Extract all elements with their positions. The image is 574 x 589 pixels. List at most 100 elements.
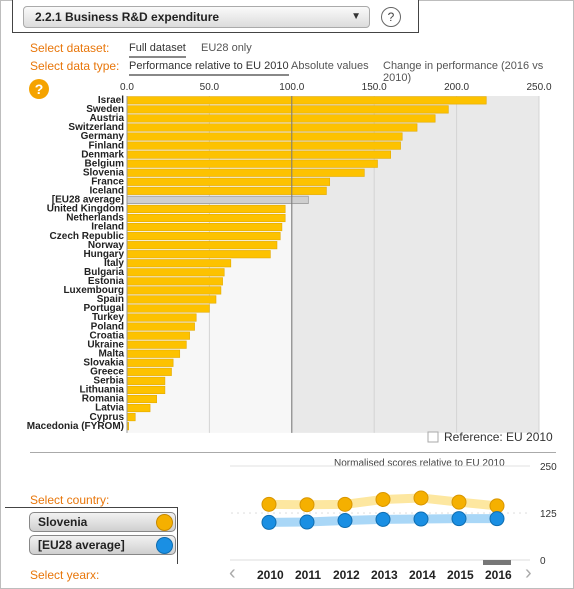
series-point bbox=[337, 496, 353, 512]
help-orange-icon[interactable]: ? bbox=[29, 79, 49, 99]
grid-dot bbox=[513, 512, 515, 514]
series-point bbox=[299, 497, 315, 513]
series-dot-icon bbox=[156, 537, 173, 554]
category-label: Slovenia bbox=[83, 167, 125, 178]
category-label: Lithuania bbox=[80, 385, 125, 396]
category-label: Hungary bbox=[83, 249, 124, 260]
grid-dot bbox=[249, 512, 251, 514]
x-tick-label: 0.0 bbox=[120, 82, 134, 93]
indicator-panel: 2.2.1 Business R&D expenditure ▼ ? bbox=[12, 0, 419, 33]
category-label: Malta bbox=[98, 348, 124, 359]
y-tick-label: 0 bbox=[540, 556, 546, 567]
category-label: Macedonia (FYROM) bbox=[27, 421, 124, 432]
category-label: [EU28 average] bbox=[52, 195, 124, 206]
chevron-right-icon[interactable]: › bbox=[525, 562, 532, 584]
grid-dot bbox=[435, 512, 437, 514]
select-year-label: Select yearx: bbox=[30, 568, 100, 582]
x-tick-label: 100.0 bbox=[279, 82, 304, 93]
category-label: Greece bbox=[90, 367, 124, 378]
category-label: Germany bbox=[81, 131, 125, 142]
chevron-left-icon[interactable]: ‹ bbox=[229, 562, 236, 584]
grid-dot bbox=[309, 512, 311, 514]
category-label: Denmark bbox=[81, 149, 124, 160]
dataset-option-eu28[interactable]: EU28 only bbox=[201, 42, 252, 54]
grid-dot bbox=[507, 512, 509, 514]
grid-dot bbox=[519, 512, 521, 514]
category-label: Spain bbox=[97, 294, 124, 305]
series-point bbox=[489, 498, 505, 514]
y-tick-label: 125 bbox=[540, 509, 557, 520]
year-2014[interactable]: 2014 bbox=[409, 568, 436, 582]
series-point bbox=[413, 490, 429, 506]
category-label: Czech Republic bbox=[50, 231, 125, 242]
grid-dot bbox=[429, 512, 431, 514]
category-label: Romania bbox=[82, 394, 125, 405]
series-point bbox=[337, 513, 353, 529]
country-name: Slovenia bbox=[38, 515, 88, 529]
grid-dot bbox=[357, 512, 359, 514]
year-2010[interactable]: 2010 bbox=[257, 568, 284, 582]
year-2013[interactable]: 2013 bbox=[371, 568, 398, 582]
year-2011[interactable]: 2011 bbox=[295, 568, 322, 582]
category-label: Belgium bbox=[85, 158, 125, 169]
series-point bbox=[451, 511, 467, 527]
category-label: Netherlands bbox=[66, 213, 124, 224]
grid-dot bbox=[333, 512, 335, 514]
category-label: Portugal bbox=[83, 303, 124, 314]
grid-dot bbox=[399, 512, 401, 514]
year-2016[interactable]: 2016 bbox=[485, 568, 512, 582]
category-label: Norway bbox=[88, 240, 125, 251]
x-tick-label: 200.0 bbox=[444, 82, 469, 93]
grid-dot bbox=[471, 512, 473, 514]
category-label: Luxembourg bbox=[63, 285, 124, 296]
category-label: Finland bbox=[88, 140, 124, 151]
series-point bbox=[261, 496, 277, 512]
chevron-down-icon: ▼ bbox=[351, 11, 361, 22]
series-point bbox=[413, 511, 429, 527]
help-icon[interactable]: ? bbox=[381, 7, 401, 27]
grid-dot bbox=[243, 512, 245, 514]
series-point bbox=[261, 514, 277, 530]
year-2015[interactable]: 2015 bbox=[447, 568, 474, 582]
x-tick-label: 150.0 bbox=[362, 82, 387, 93]
select-country-label: Select country: bbox=[30, 493, 110, 507]
grid-dot bbox=[237, 512, 239, 514]
country-panel bbox=[5, 507, 178, 564]
grid-dot bbox=[315, 512, 317, 514]
category-label: United Kingdom bbox=[47, 204, 124, 215]
category-label: Turkey bbox=[92, 312, 124, 323]
selected-year-marker bbox=[483, 560, 511, 565]
year-2012[interactable]: 2012 bbox=[333, 568, 360, 582]
grid-dot bbox=[291, 512, 293, 514]
series-point bbox=[299, 514, 315, 530]
series-dot-icon bbox=[156, 514, 173, 531]
indicator-dropdown[interactable]: 2.2.1 Business R&D expenditure ▼ bbox=[23, 6, 370, 28]
series-point bbox=[451, 494, 467, 510]
series-point bbox=[375, 511, 391, 527]
country-pill-slovenia[interactable]: Slovenia bbox=[29, 512, 176, 532]
grid-dot bbox=[261, 512, 263, 514]
grid-dot bbox=[387, 512, 389, 514]
datatype-option-relative[interactable]: Performance relative to EU 2010 bbox=[129, 60, 289, 76]
grid-dot bbox=[525, 512, 527, 514]
grid-dot bbox=[375, 512, 377, 514]
grid-dot bbox=[303, 512, 305, 514]
grid-dot bbox=[273, 512, 275, 514]
category-label: Slovakia bbox=[83, 357, 124, 368]
dataset-option-full[interactable]: Full dataset bbox=[129, 42, 186, 58]
category-label: Latvia bbox=[95, 403, 124, 414]
category-label: Ireland bbox=[91, 222, 124, 233]
category-label: Sweden bbox=[86, 104, 124, 115]
grid-dot bbox=[483, 512, 485, 514]
category-label: Poland bbox=[91, 321, 124, 332]
datatype-option-change[interactable]: Change in performance (2016 vs 2010) bbox=[383, 60, 544, 84]
country-pill-eu28[interactable]: [EU28 average] bbox=[29, 535, 176, 555]
category-label: Iceland bbox=[90, 186, 124, 197]
reference-legend-box bbox=[427, 431, 439, 443]
x-tick-label: 250.0 bbox=[526, 82, 551, 93]
trend-title: Normalised scores relative to EU 2010 bbox=[334, 458, 505, 469]
datatype-option-absolute[interactable]: Absolute values bbox=[291, 60, 369, 72]
grid-dot bbox=[363, 512, 365, 514]
